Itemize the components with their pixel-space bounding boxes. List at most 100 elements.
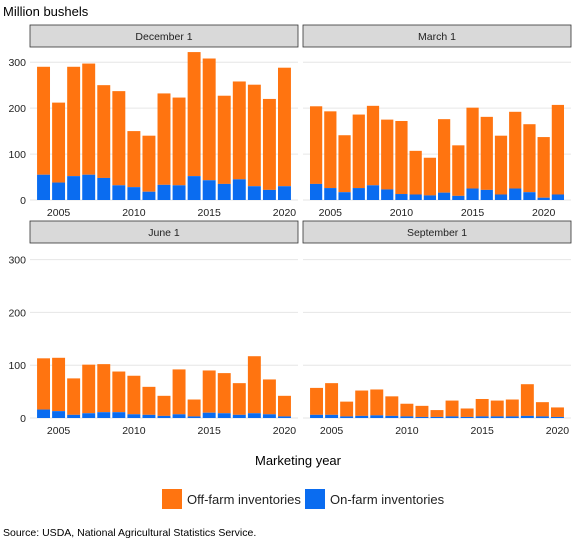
bar-off-farm <box>423 157 437 196</box>
x-tick-label: 2020 <box>532 207 556 219</box>
bar-on-farm <box>409 194 422 200</box>
bar-on-farm <box>340 416 354 418</box>
bar-off-farm <box>187 52 201 177</box>
bar-off-farm <box>445 400 459 417</box>
bar-off-farm <box>187 399 201 417</box>
panel-strip <box>302 24 572 48</box>
legend-swatch <box>162 489 182 509</box>
bar-off-farm <box>551 104 565 195</box>
bar-on-farm <box>381 189 394 200</box>
bar-on-farm <box>355 415 369 418</box>
bar-on-farm <box>551 194 565 200</box>
bar-off-farm <box>172 97 186 186</box>
panel-3: June 1 0 100 200 300 2005 2010 2015 2020 <box>8 220 299 437</box>
bar-off-farm <box>97 364 111 413</box>
bar-off-farm <box>523 124 536 193</box>
bar-on-farm <box>366 185 380 200</box>
bar-on-farm <box>52 411 66 418</box>
bar-off-farm <box>232 81 246 180</box>
bar-on-farm <box>217 413 231 418</box>
bar-off-farm <box>452 145 465 196</box>
bar-on-farm <box>430 416 444 418</box>
bar-on-farm <box>494 194 508 200</box>
bar-off-farm <box>310 387 324 415</box>
bar-off-farm <box>277 395 291 417</box>
x-tick-label: 2020 <box>546 425 570 437</box>
bar-on-farm <box>437 192 451 200</box>
bar-off-farm <box>202 370 216 413</box>
legend-item: On-farm inventories <box>305 489 445 509</box>
bar-off-farm <box>127 375 141 415</box>
bar-off-farm <box>247 84 261 187</box>
bar-on-farm <box>535 416 549 418</box>
bar-off-farm <box>82 364 96 414</box>
bar-off-farm <box>490 400 504 417</box>
bar-on-farm <box>37 174 51 200</box>
bar-off-farm <box>437 119 451 193</box>
bar-on-farm <box>247 186 261 200</box>
bar-on-farm <box>452 195 465 200</box>
bar-on-farm <box>338 192 351 200</box>
bar-off-farm <box>415 405 429 417</box>
bar-on-farm <box>537 197 550 200</box>
bar-off-farm <box>309 106 323 184</box>
bar-off-farm <box>409 150 422 195</box>
bar-on-farm <box>509 188 522 200</box>
bar-off-farm <box>157 395 171 416</box>
bar-off-farm <box>52 357 66 412</box>
y-tick-label: 200 <box>8 103 26 115</box>
bar-off-farm <box>247 356 261 414</box>
x-tick-label: 2005 <box>47 207 71 219</box>
bar-off-farm <box>217 373 231 414</box>
bar-on-farm <box>157 415 171 418</box>
bar-on-farm <box>325 414 339 418</box>
bar-off-farm <box>232 383 246 415</box>
bar-on-farm <box>423 195 437 200</box>
y-tick-label: 0 <box>20 195 26 207</box>
panel-title: September 1 <box>407 227 467 239</box>
y-tick-label: 200 <box>8 307 26 319</box>
bar-on-farm <box>187 176 201 200</box>
x-tick-label: 2020 <box>273 207 297 219</box>
bar-on-farm <box>232 179 246 200</box>
bar-on-farm <box>460 416 474 418</box>
bar-on-farm <box>475 416 489 418</box>
panel-title: June 1 <box>148 227 180 239</box>
bar-on-farm <box>172 185 186 200</box>
bar-off-farm <box>494 135 508 195</box>
bar-off-farm <box>67 66 81 177</box>
bar-on-farm <box>309 183 323 200</box>
panel-title: December 1 <box>135 31 192 43</box>
y-tick-label: 0 <box>20 413 26 425</box>
x-tick-label: 2010 <box>122 207 146 219</box>
y-tick-label: 300 <box>8 255 26 267</box>
x-tick-label: 2020 <box>273 425 297 437</box>
bar-on-farm <box>262 189 276 200</box>
bar-off-farm <box>430 410 444 417</box>
x-tick-label: 2015 <box>470 425 494 437</box>
bar-on-farm <box>232 414 246 418</box>
bar-off-farm <box>505 399 519 417</box>
bar-off-farm <box>355 390 369 416</box>
panel-2: March 1 2005 2010 2015 2020 <box>302 24 572 219</box>
bar-off-farm <box>460 408 474 417</box>
x-tick-label: 2015 <box>197 207 221 219</box>
bar-on-farm <box>37 409 51 418</box>
bar-off-farm <box>37 66 51 175</box>
bar-off-farm <box>400 403 414 417</box>
bar-on-farm <box>142 414 156 418</box>
bar-off-farm <box>97 85 111 178</box>
bar-off-farm <box>127 131 141 188</box>
bar-on-farm <box>415 416 429 418</box>
panel-strip <box>29 220 299 244</box>
bar-off-farm <box>112 371 126 413</box>
bar-on-farm <box>490 416 504 418</box>
bar-off-farm <box>142 135 156 192</box>
bar-on-farm <box>550 416 564 418</box>
bar-on-farm <box>202 180 216 200</box>
legend-item: Off-farm inventories <box>162 489 301 509</box>
bar-on-farm <box>466 188 479 200</box>
bar-off-farm <box>157 93 171 185</box>
bar-on-farm <box>142 191 156 200</box>
